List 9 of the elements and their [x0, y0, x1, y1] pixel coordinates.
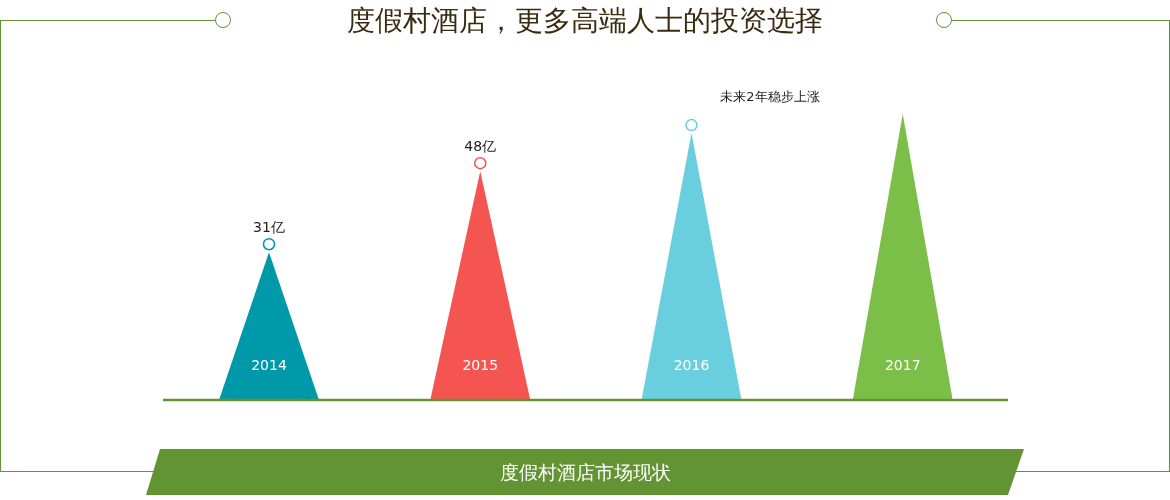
- chart-title: 度假村酒店，更多高端人士的投资选择: [346, 3, 824, 39]
- x-tick-label: 2016: [673, 357, 710, 373]
- text: 未来2年稳步上涨: [719, 88, 821, 106]
- x-tick-label: 2015: [462, 357, 499, 373]
- data-label: 48亿: [464, 138, 497, 155]
- x-tick-label: 2017: [884, 357, 921, 373]
- x-axis-title: 度假村酒店市场现状: [146, 449, 1024, 495]
- x-tick-label: 2014: [251, 357, 287, 373]
- data-label: 31亿: [253, 219, 285, 236]
